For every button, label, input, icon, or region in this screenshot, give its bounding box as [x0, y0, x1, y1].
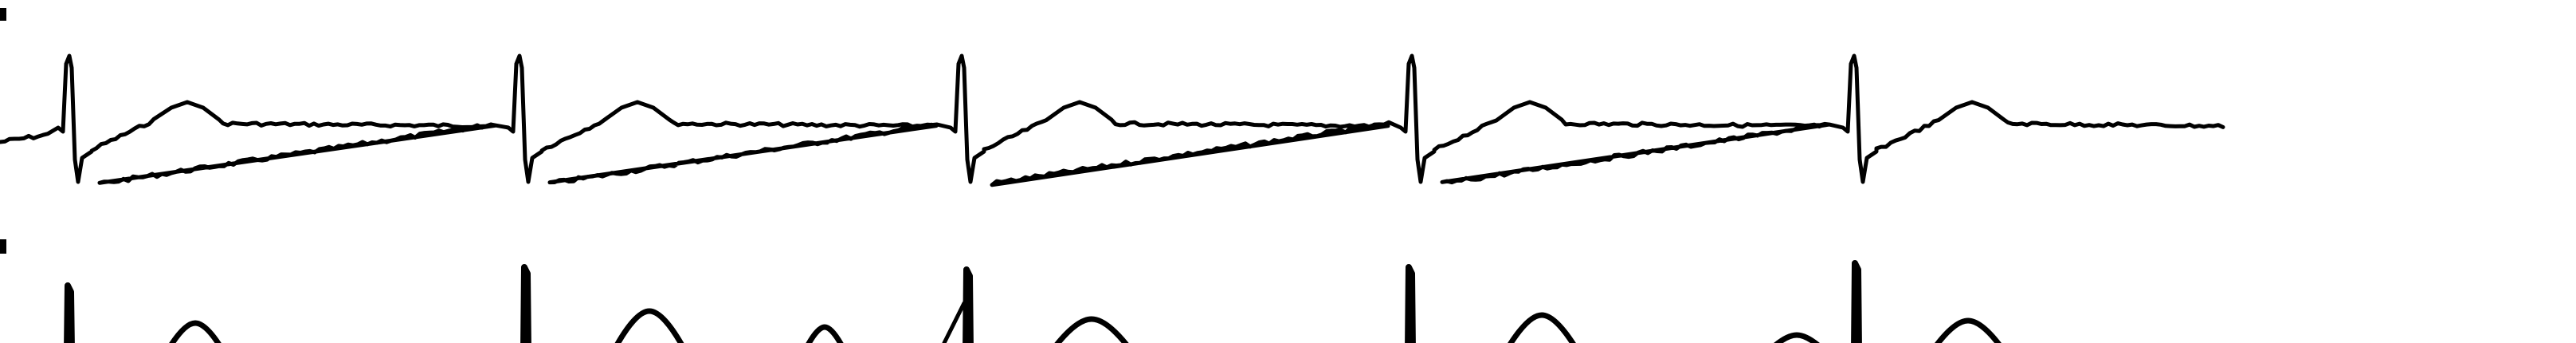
lower-qrs-4 — [1405, 264, 1416, 343]
lower-qrs-1 — [64, 282, 75, 343]
lower-t-4 — [1054, 316, 1129, 343]
ecg-lead-upper — [0, 53, 2225, 187]
lower-t-2 — [614, 308, 684, 343]
lower-t-7 — [1935, 317, 2002, 343]
lower-t-3 — [806, 324, 844, 343]
upper-trace — [0, 53, 2225, 187]
lower-slant-stroke — [942, 301, 966, 343]
ecg-lead-lower — [64, 260, 2002, 343]
lower-qrs-2 — [520, 264, 531, 343]
lower-qrs-5 — [1851, 260, 1862, 343]
lead-marker-lower — [0, 239, 6, 254]
lower-t-1 — [169, 320, 222, 343]
lead-marker-upper — [0, 8, 6, 21]
lower-t-6 — [1774, 332, 1820, 343]
lower-qrs-3 — [963, 266, 974, 343]
lower-t-5 — [1508, 312, 1576, 343]
